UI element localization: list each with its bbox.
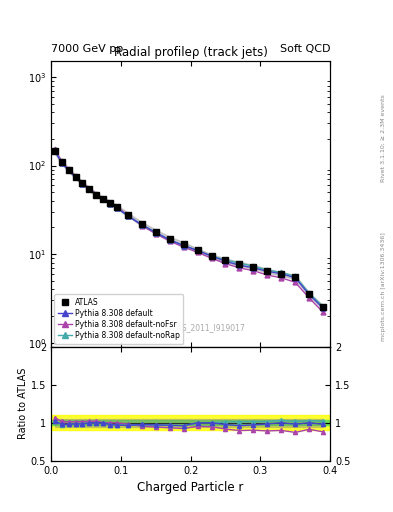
Text: mcplots.cern.ch [arXiv:1306.3436]: mcplots.cern.ch [arXiv:1306.3436] bbox=[381, 232, 386, 341]
Text: Soft QCD: Soft QCD bbox=[280, 44, 330, 54]
Bar bbox=[51, 420, 330, 425]
Text: Rivet 3.1.10; ≥ 2.3M events: Rivet 3.1.10; ≥ 2.3M events bbox=[381, 94, 386, 182]
Legend: ATLAS, Pythia 8.308 default, Pythia 8.308 default-noFsr, Pythia 8.308 default-no: ATLAS, Pythia 8.308 default, Pythia 8.30… bbox=[54, 294, 184, 344]
Text: ATLAS_2011_I919017: ATLAS_2011_I919017 bbox=[163, 324, 246, 332]
X-axis label: Charged Particle r: Charged Particle r bbox=[138, 481, 244, 494]
Y-axis label: Ratio to ATLAS: Ratio to ATLAS bbox=[18, 368, 28, 439]
Title: Radial profileρ (track jets): Radial profileρ (track jets) bbox=[114, 46, 268, 59]
Text: 7000 GeV pp: 7000 GeV pp bbox=[51, 44, 123, 54]
Bar bbox=[51, 415, 330, 431]
